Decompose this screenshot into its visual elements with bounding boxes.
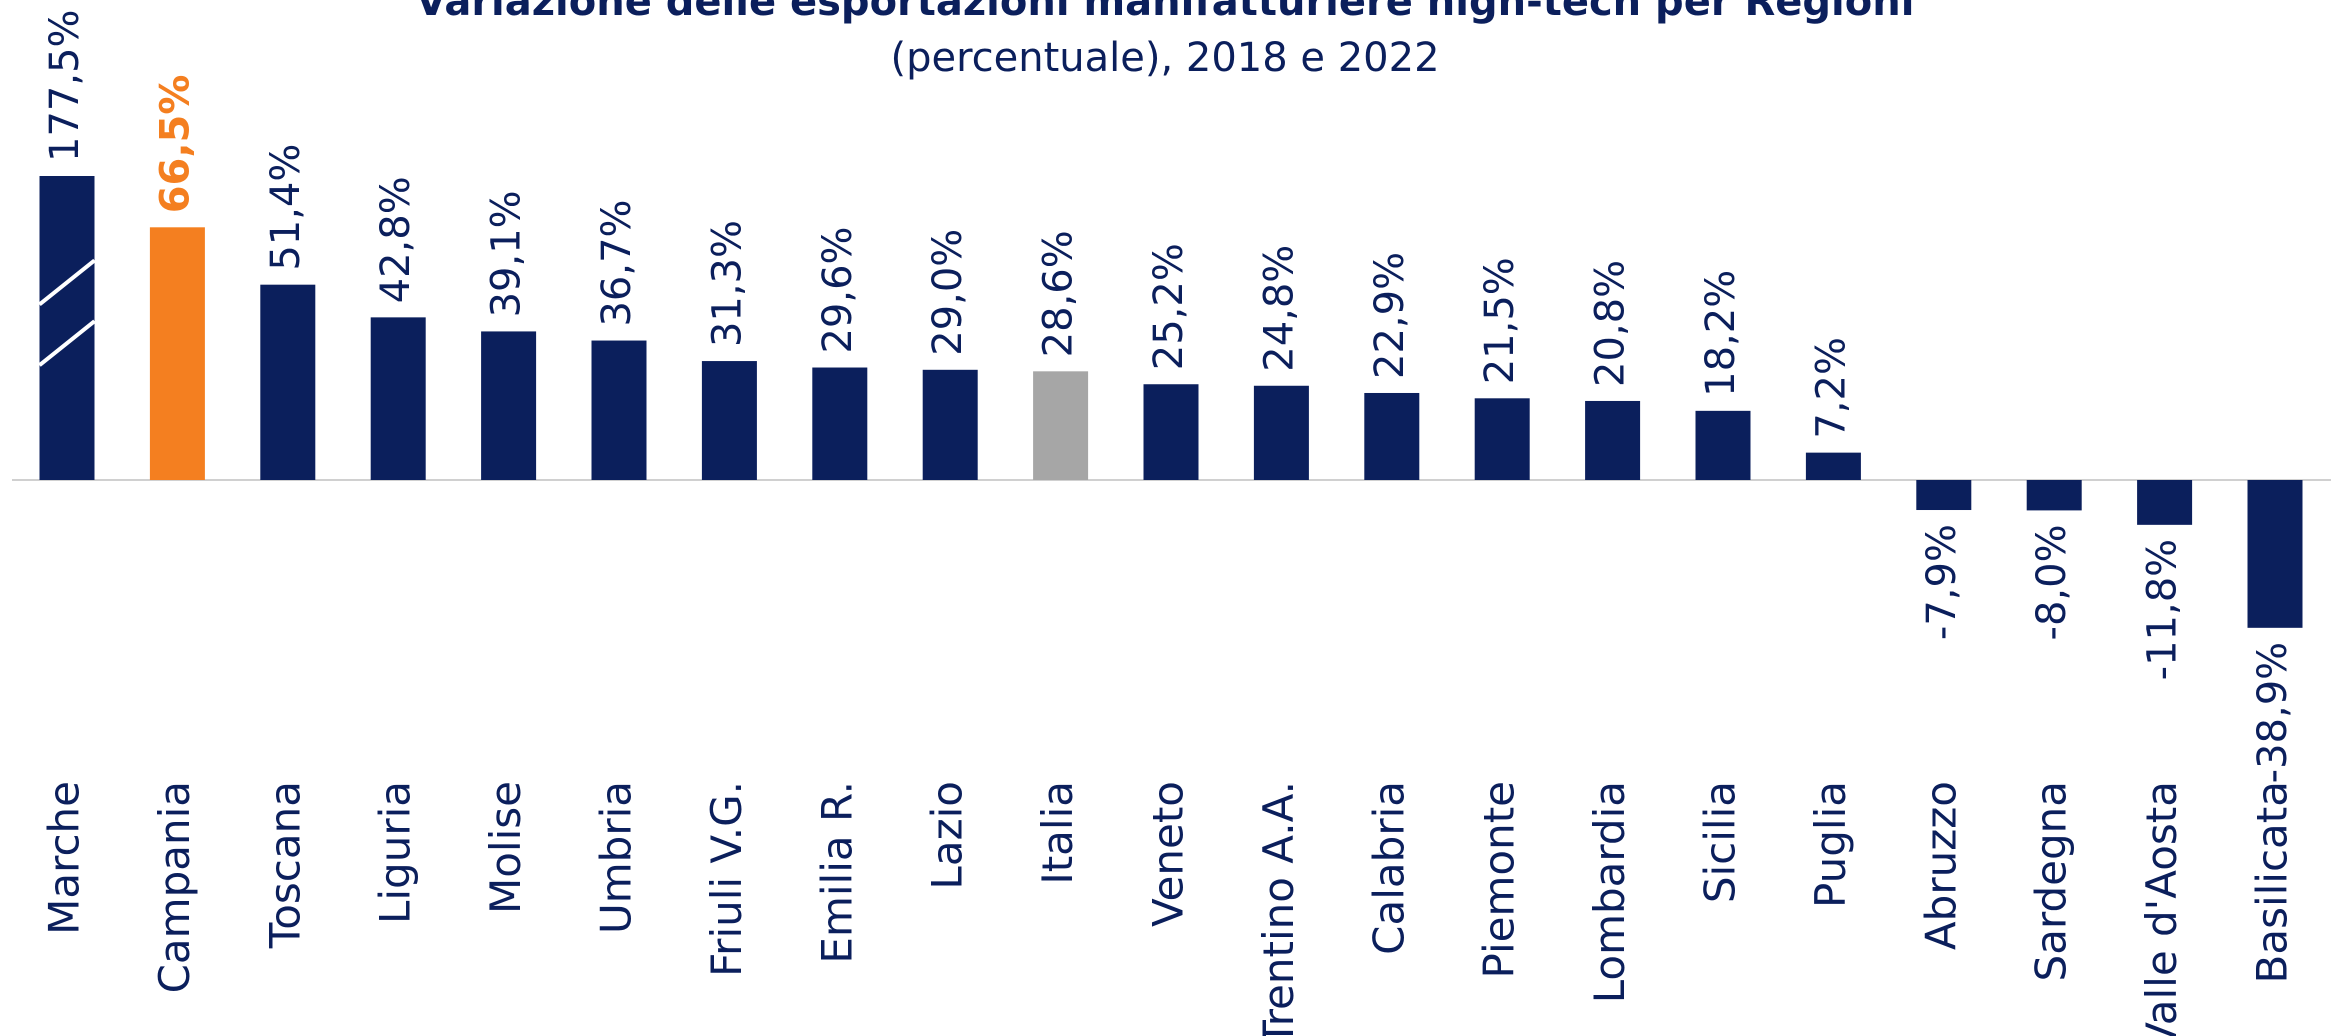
- bar: [812, 367, 868, 480]
- value-label: 29,6%: [815, 226, 861, 353]
- bar: [591, 340, 647, 480]
- x-tick-label: Trentino A.A.: [1254, 781, 1303, 1036]
- bar: [1143, 384, 1199, 480]
- x-tick-label: Veneto: [1144, 781, 1193, 927]
- axis-break: [38, 319, 96, 367]
- value-label: 20,8%: [1588, 260, 1634, 387]
- x-tick-label: Molise: [481, 781, 530, 914]
- x-tick-label: Liguria: [371, 781, 420, 924]
- value-label: -8,0%: [2029, 524, 2075, 640]
- chart-subtitle: (percentuale), 2018 e 2022: [890, 35, 1439, 81]
- axis-break: [38, 258, 96, 306]
- value-label: -38,9%: [2250, 642, 2296, 784]
- value-label: 36,7%: [594, 199, 640, 326]
- value-label: 29,0%: [925, 229, 971, 356]
- x-tick-label: Friuli V.G.: [702, 781, 751, 977]
- bar: [370, 317, 426, 480]
- x-tick-label: Sicilia: [1696, 781, 1745, 903]
- x-tick-label: Lombardia: [1585, 781, 1634, 1003]
- value-label: 177,5%: [42, 9, 88, 162]
- x-tick-label: Abruzzo: [1916, 781, 1965, 950]
- bar: [1253, 385, 1309, 480]
- x-tick-label: Emilia R.: [812, 781, 861, 964]
- bar: [1033, 371, 1089, 480]
- bar: [1474, 398, 1530, 480]
- x-tick-label: Calabria: [1364, 781, 1413, 955]
- value-label: 18,2%: [1698, 270, 1744, 397]
- value-label: -7,9%: [1919, 524, 1965, 640]
- chart-title: Variazione delle esportazioni manifattur…: [416, 0, 1915, 25]
- bar: [149, 227, 205, 480]
- x-tick-label: Sardegna: [2027, 781, 2076, 981]
- x-tick-label: Toscana: [260, 781, 309, 949]
- bar: [701, 361, 757, 480]
- value-label: 21,5%: [1477, 257, 1523, 384]
- x-tick-label: Italia: [1033, 781, 1082, 885]
- bar: [2026, 480, 2082, 511]
- x-tick-label: Campania: [150, 781, 199, 993]
- x-tick-label: Piemonte: [1475, 781, 1524, 978]
- bar: [481, 331, 537, 480]
- bar: [922, 369, 978, 480]
- bar: [260, 284, 316, 480]
- x-tick-label: Basilicata: [2248, 781, 2297, 983]
- bar: [2247, 480, 2303, 628]
- x-tick-label: Marche: [40, 781, 89, 935]
- value-label: 22,9%: [1367, 252, 1413, 379]
- bar: [1805, 452, 1861, 480]
- value-label: 24,8%: [1256, 245, 1302, 372]
- value-label: 42,8%: [373, 176, 419, 303]
- value-label: 31,3%: [704, 220, 750, 347]
- bar: [2137, 480, 2193, 525]
- value-label: -11,8%: [2140, 539, 2186, 681]
- value-label: 51,4%: [263, 144, 309, 271]
- bar: [1695, 410, 1751, 480]
- value-label: 28,6%: [1036, 230, 1082, 357]
- bar: [1364, 392, 1420, 480]
- bar: [1916, 480, 1972, 511]
- value-label: 66,5%: [152, 75, 198, 214]
- x-tick-label: Valle d'Aosta: [2137, 781, 2186, 1036]
- value-label: 7,2%: [1808, 337, 1854, 439]
- x-tick-label: Puglia: [1806, 781, 1855, 908]
- bar: [1585, 400, 1641, 480]
- value-label: 39,1%: [484, 190, 530, 317]
- x-tick-label: Lazio: [923, 781, 972, 890]
- value-label: 25,2%: [1146, 243, 1192, 370]
- x-tick-label: Umbria: [592, 781, 641, 934]
